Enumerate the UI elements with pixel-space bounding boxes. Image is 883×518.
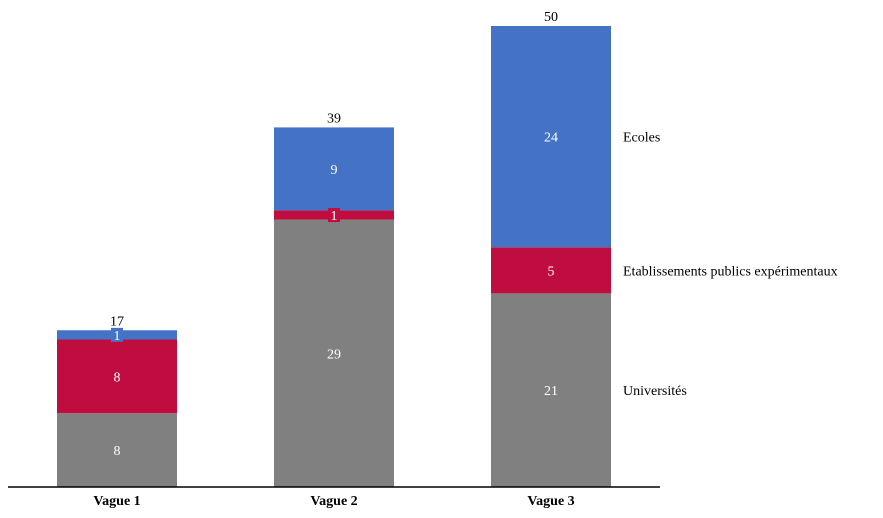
- data-label-badge: [328, 208, 340, 223]
- bars-group: [57, 26, 611, 487]
- bar-segment: [274, 219, 394, 487]
- total-label: 39: [327, 111, 341, 126]
- series-label: Etablissements publics expérimentaux: [623, 264, 838, 279]
- category-label: Vague 1: [93, 494, 140, 509]
- series-label: Ecoles: [623, 131, 660, 146]
- category-label: Vague 2: [310, 494, 357, 509]
- data-label: 9: [331, 163, 338, 178]
- bar-segment: [274, 127, 394, 211]
- total-label: 50: [544, 10, 558, 25]
- series-labels: Universités Etablissements publics expéri…: [623, 131, 838, 400]
- series-label: Universités: [623, 384, 687, 399]
- bar-segment: [491, 26, 611, 248]
- bar-segment: [491, 247, 611, 294]
- data-label: 24: [544, 131, 558, 146]
- bar-segment: [57, 413, 177, 487]
- data-label: 1: [331, 209, 338, 224]
- data-label: 21: [544, 384, 558, 399]
- total-label: 17: [110, 314, 124, 329]
- data-label: 29: [327, 347, 341, 362]
- category-labels: Vague 1 Vague 2 Vague 3: [93, 494, 574, 509]
- data-label: 8: [114, 370, 121, 385]
- category-label: Vague 3: [527, 494, 574, 509]
- bar-segment: [491, 293, 611, 487]
- data-label-badge: [111, 327, 123, 342]
- bar-segment: [57, 339, 177, 414]
- data-label: 5: [548, 264, 555, 279]
- data-label: 1: [114, 329, 121, 344]
- data-label: 8: [114, 444, 121, 459]
